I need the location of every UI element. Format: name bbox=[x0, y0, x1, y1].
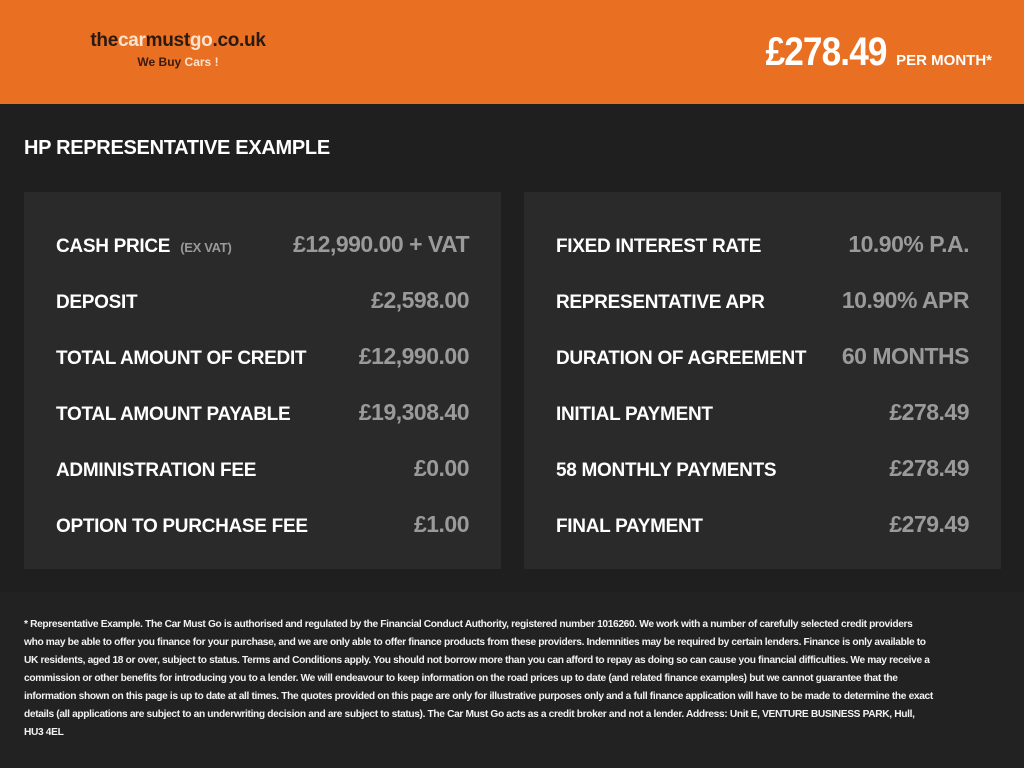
row-label: REPRESENTATIVE APR bbox=[556, 292, 765, 313]
row-value: £12,990.00 bbox=[358, 342, 470, 369]
row-label: DEPOSIT bbox=[56, 292, 138, 313]
footer: * Representative Example. The Car Must G… bbox=[0, 592, 1024, 768]
row-label: 58 MONTHLY PAYMENTS bbox=[556, 460, 777, 481]
row-label: TOTAL AMOUNT OF CREDIT bbox=[56, 348, 307, 369]
row-value: £2,598.00 bbox=[371, 286, 469, 313]
row-label: INITIAL PAYMENT bbox=[556, 404, 713, 425]
finance-row: ADMINISTRATION FEE £0.00 bbox=[56, 440, 470, 496]
finance-row: FINAL PAYMENT £279.49 bbox=[556, 496, 969, 552]
row-value: £278.49 bbox=[889, 398, 969, 425]
row-value: 10.90% APR bbox=[841, 286, 970, 313]
logo-wordmark: thecarmustgo.co.uk bbox=[90, 30, 266, 51]
row-value: £19,308.40 bbox=[358, 398, 470, 425]
finance-row: DURATION OF AGREEMENT 60 MONTHS bbox=[556, 328, 970, 384]
row-label: FINAL PAYMENT bbox=[556, 516, 703, 537]
row-value: 10.90% P.A. bbox=[848, 230, 969, 257]
finance-row: REPRESENTATIVE APR 10.90% APR bbox=[556, 272, 970, 328]
row-value: £12,990.00 + VAT bbox=[293, 230, 469, 257]
finance-row: CASH PRICE (EX VAT) £12,990.00 + VAT bbox=[56, 216, 469, 272]
logo-tagline: We Buy Cars ! bbox=[137, 55, 219, 69]
row-value: £1.00 bbox=[413, 510, 470, 537]
header: thecarmustgo.co.uk We Buy Cars ! £278.49… bbox=[0, 0, 1024, 104]
row-value: 60 MONTHS bbox=[841, 342, 970, 369]
finance-row: TOTAL AMOUNT PAYABLE £19,308.40 bbox=[56, 384, 470, 440]
row-value: £278.49 bbox=[889, 454, 969, 481]
finance-row: 58 MONTHLY PAYMENTS £278.49 bbox=[556, 440, 969, 496]
row-label: CASH PRICE bbox=[56, 236, 171, 257]
row-label: OPTION TO PURCHASE FEE bbox=[56, 516, 308, 537]
finance-row: OPTION TO PURCHASE FEE £1.00 bbox=[56, 496, 470, 552]
finance-row: DEPOSIT £2,598.00 bbox=[56, 272, 469, 328]
finance-row: INITIAL PAYMENT £278.49 bbox=[556, 384, 969, 440]
disclaimer-text: * Representative Example. The Car Must G… bbox=[24, 619, 933, 738]
finance-row: TOTAL AMOUNT OF CREDIT £12,990.00 bbox=[56, 328, 470, 384]
row-label: TOTAL AMOUNT PAYABLE bbox=[56, 404, 291, 425]
price-per-month-label: PER MONTH* bbox=[896, 52, 992, 69]
price-amount: £278.49 bbox=[765, 30, 887, 74]
page-title: HP REPRESENTATIVE EXAMPLE bbox=[24, 137, 330, 159]
finance-row: FIXED INTEREST RATE 10.90% P.A. bbox=[556, 216, 969, 272]
row-note: (EX VAT) bbox=[180, 240, 232, 255]
finance-panel-right: FIXED INTEREST RATE 10.90% P.A. REPRESENT… bbox=[524, 192, 1001, 569]
row-value: £0.00 bbox=[413, 454, 470, 481]
finance-panel-left: CASH PRICE (EX VAT) £12,990.00 + VAT DEPOS… bbox=[24, 192, 501, 569]
row-label: DURATION OF AGREEMENT bbox=[556, 348, 807, 369]
row-label: FIXED INTEREST RATE bbox=[556, 236, 762, 257]
row-label: ADMINISTRATION FEE bbox=[56, 460, 257, 481]
row-value: £279.49 bbox=[889, 510, 969, 537]
monthly-price: £278.49 PER MONTH* bbox=[749, 30, 992, 75]
logo[interactable]: thecarmustgo.co.uk We Buy Cars ! bbox=[78, 30, 278, 69]
